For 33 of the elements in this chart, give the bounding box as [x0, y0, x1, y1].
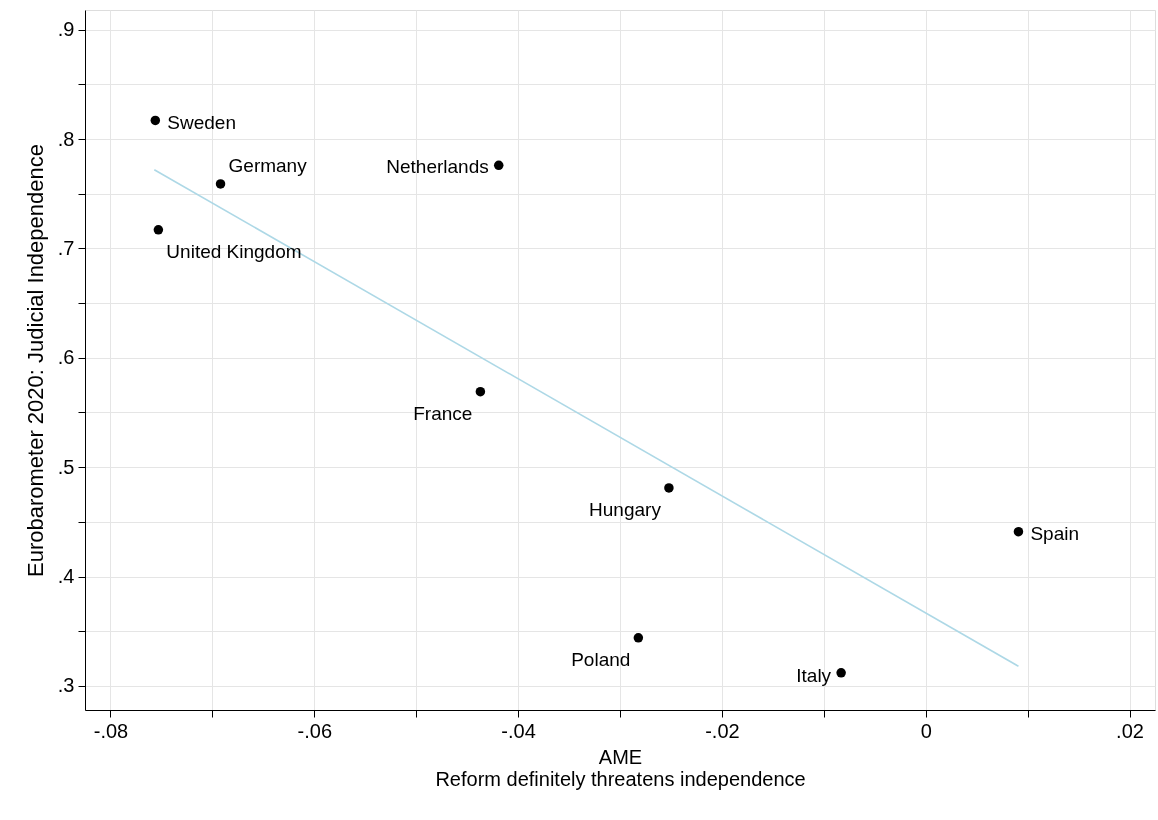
x-tick-label: -.06 [297, 719, 333, 742]
y-tick-label: .4 [57, 565, 75, 588]
y-tick-label: .5 [57, 455, 75, 478]
annotation: Sweden [167, 112, 236, 134]
point [836, 668, 846, 678]
x-tick-label: -.02 [705, 719, 740, 742]
y-tick-label: .9 [57, 18, 75, 41]
point [664, 483, 674, 493]
point [150, 115, 161, 126]
y-tick-label: .8 [57, 127, 75, 150]
point [215, 179, 226, 189]
point [493, 160, 504, 171]
y-tick-label: .3 [57, 674, 75, 697]
annotation: United Kingdom [166, 240, 302, 262]
point [475, 386, 486, 397]
annotation: Germany [228, 154, 308, 176]
annotation: Poland [571, 648, 631, 670]
annotation: Spain [1030, 522, 1080, 544]
y-tick-label: .6 [57, 346, 75, 369]
x-tick-label: .02 [1116, 719, 1144, 742]
point [1013, 526, 1024, 537]
y-tick-label: .7 [57, 236, 75, 259]
annotation: Hungary [589, 498, 662, 520]
x-axis-title: AME Reform definitely threatens independence [435, 745, 806, 790]
x-tick-label: -.04 [501, 719, 536, 742]
annotation: Netherlands [386, 156, 489, 178]
annotation: Italy [796, 664, 832, 686]
point [153, 225, 164, 235]
annotation: France [413, 402, 473, 424]
point [633, 633, 644, 643]
y-axis-title: Eurobarometer 2020: Judicial Independence [22, 144, 48, 577]
x-tick-label: 0 [920, 719, 932, 742]
x-tick-label: -.08 [93, 719, 129, 742]
